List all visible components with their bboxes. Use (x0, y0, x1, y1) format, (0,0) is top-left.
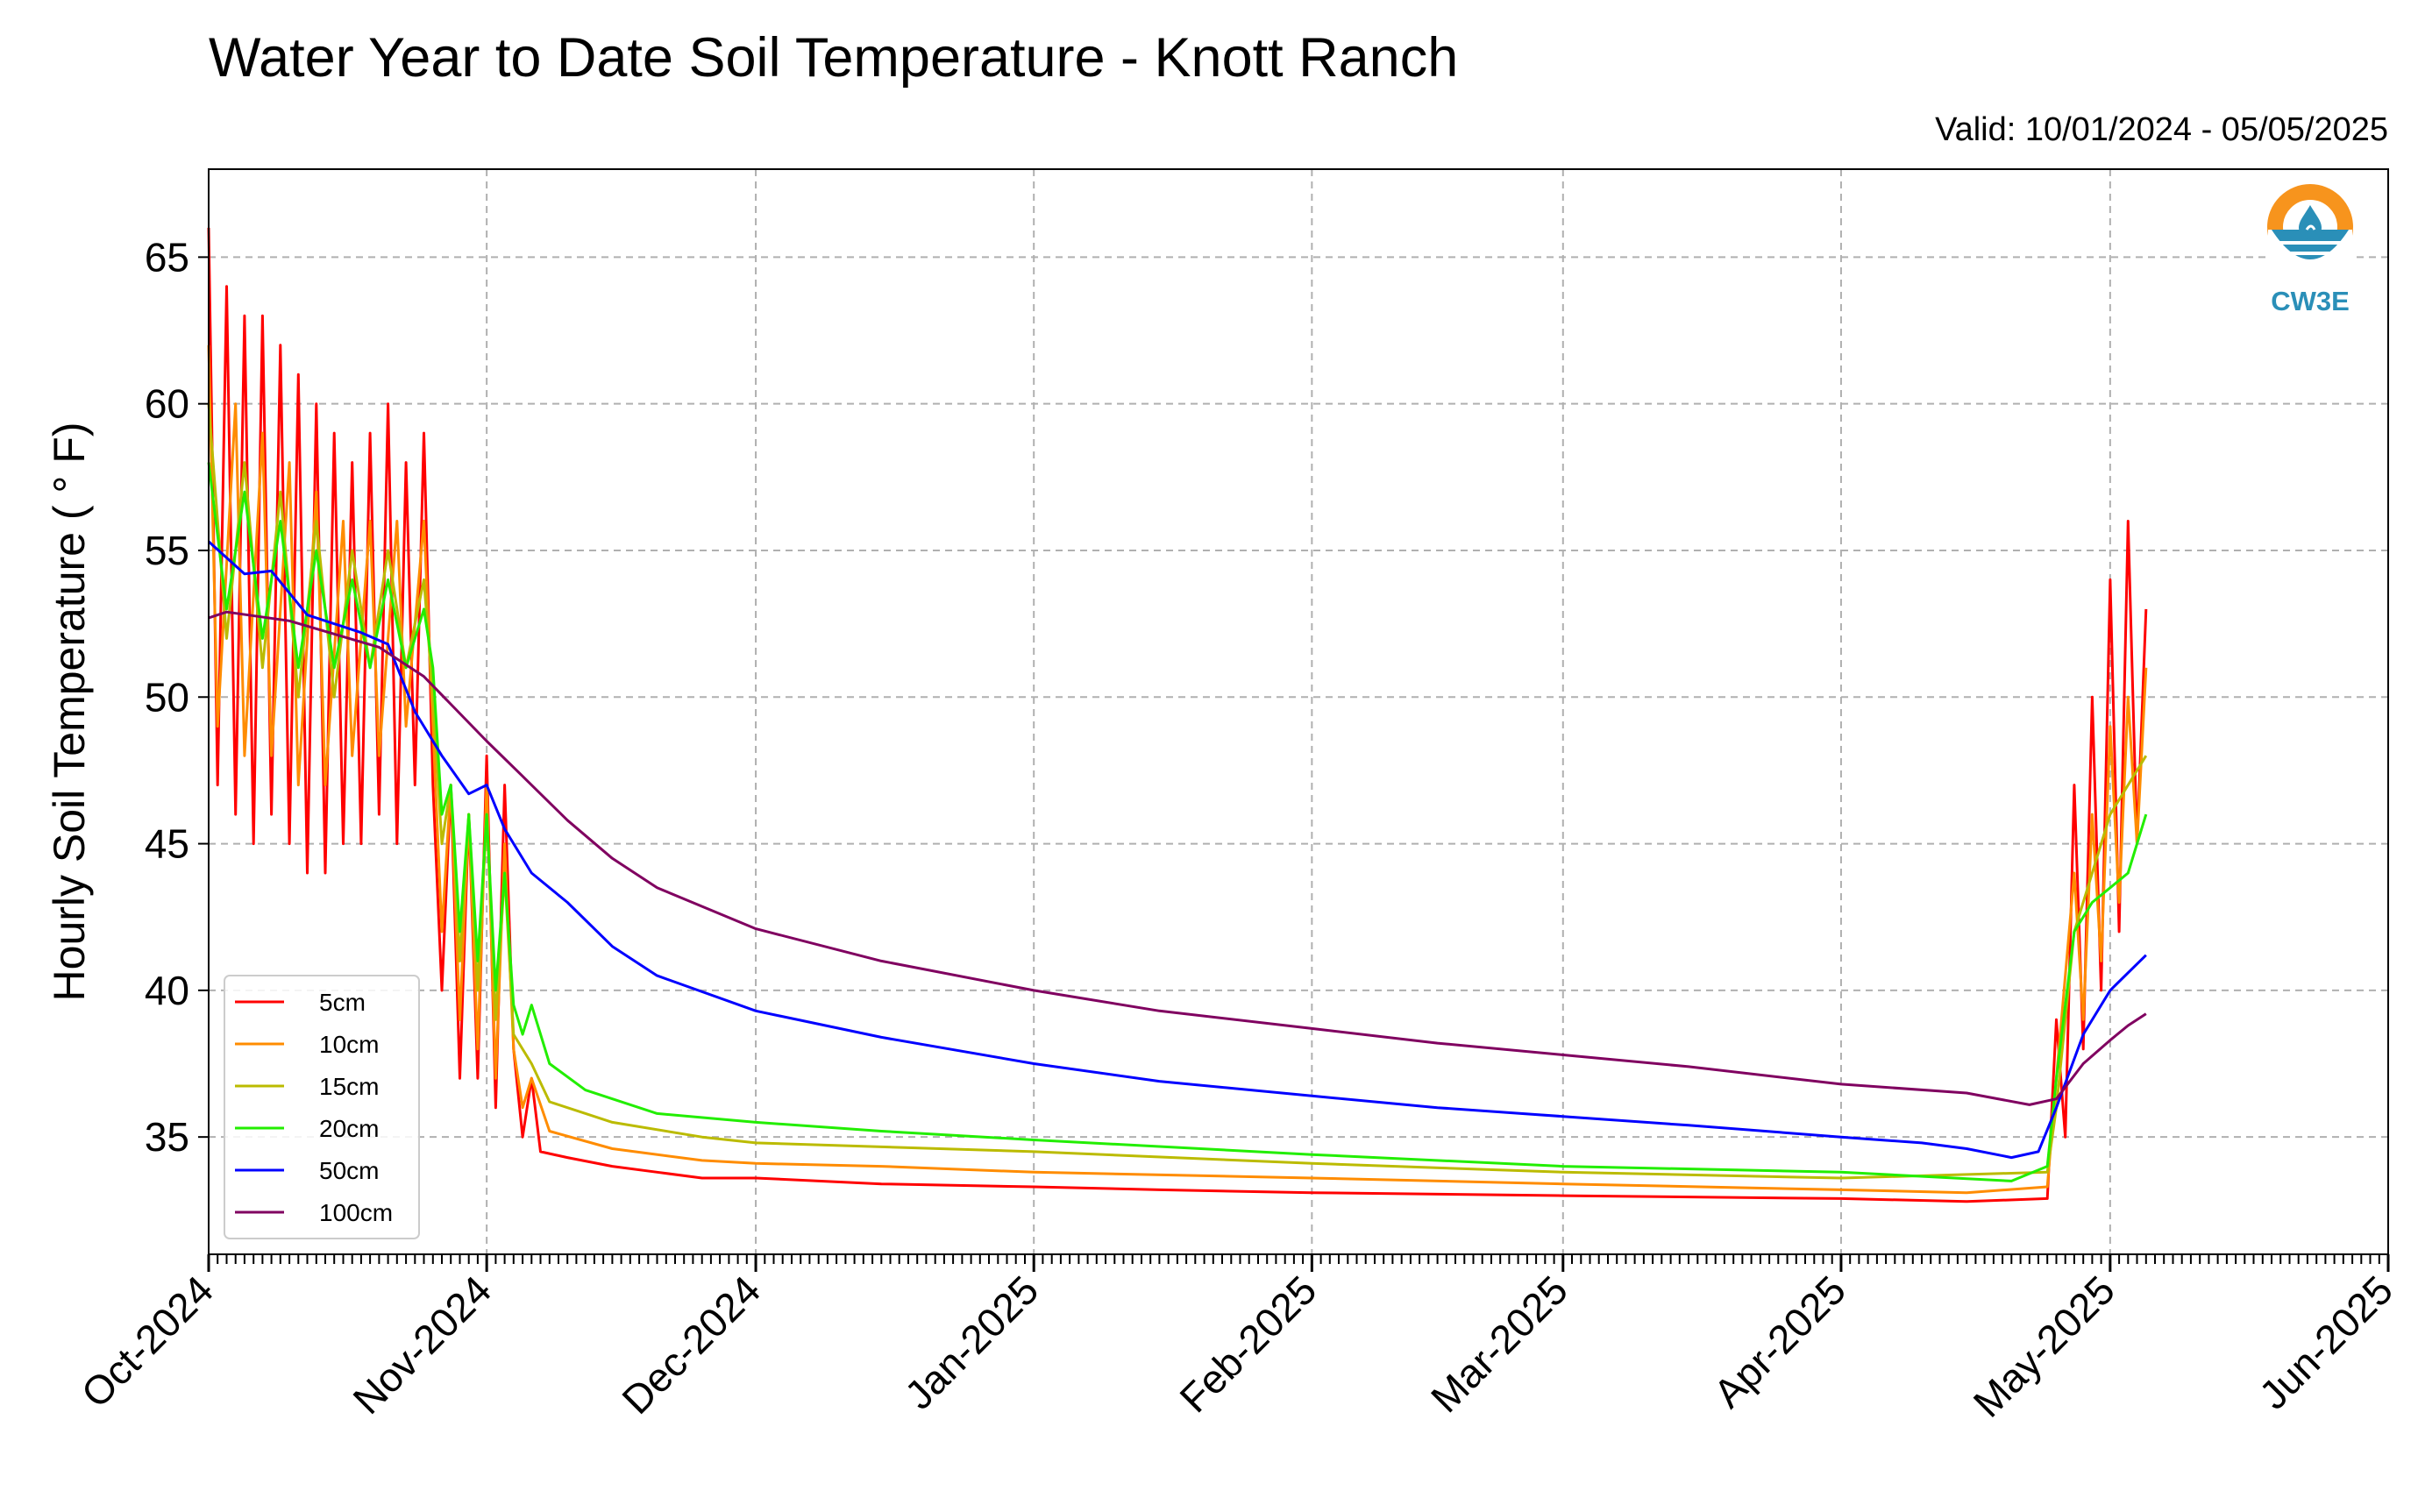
legend-label-10cm: 10cm (319, 1031, 379, 1058)
legend: 5cm 10cm 15cm 20cm 50cm 100cm (224, 975, 420, 1239)
plot-frame (208, 168, 2389, 1255)
y-axis-label: Hourly Soil Temperature ( ° F) (45, 422, 94, 1002)
legend-label-50cm: 50cm (319, 1157, 379, 1184)
logo-waves-lines (2276, 241, 2344, 265)
series-line-20cm (207, 462, 2148, 1182)
logo-text: CW3E (2271, 286, 2350, 316)
legend-label-15cm: 15cm (319, 1073, 379, 1100)
x-tick-label: Apr-2025 (1704, 1267, 1854, 1416)
x-tick-label: May-2025 (1965, 1267, 2123, 1425)
x-tick-label: Jan-2025 (896, 1267, 1047, 1417)
grid (209, 169, 2388, 1254)
x-tick-label: Oct-2024 (73, 1267, 223, 1416)
series-line-10cm (207, 344, 2148, 1195)
y-tick-label: 40 (145, 968, 189, 1013)
y-tick-label: 60 (145, 381, 189, 427)
y-tick-label: 50 (145, 674, 189, 720)
x-minor-ticks (208, 1254, 2389, 1264)
legend-box (224, 975, 420, 1239)
valid-date-range: Valid: 10/01/2024 - 05/05/2025 (1935, 111, 2388, 148)
chart-title: Water Year to Date Soil Temperature - Kn… (209, 27, 1458, 89)
legend-label-100cm: 100cm (319, 1199, 393, 1226)
legend-label-5cm: 5cm (319, 989, 366, 1016)
series-line-100cm (208, 610, 2147, 1106)
x-tick-label: Nov-2024 (344, 1267, 500, 1423)
cw3e-logo: CW3E (2267, 184, 2353, 316)
y-tick-label: 45 (145, 821, 189, 867)
x-tick-label: Feb-2025 (1170, 1267, 1325, 1421)
y-tick-label: 35 (145, 1114, 189, 1160)
series-line-15cm (207, 403, 2148, 1180)
droplet-swirl (2305, 224, 2316, 231)
droplet-icon (2299, 205, 2322, 239)
y-tick-label: 65 (145, 234, 189, 280)
series-line-5cm (207, 227, 2148, 1203)
series-line-50cm (207, 540, 2147, 1160)
legend-label-20cm: 20cm (319, 1115, 379, 1142)
x-tick-label: Dec-2024 (613, 1267, 769, 1423)
y-tick-label: 55 (145, 528, 189, 573)
x-tick-label: Jun-2025 (2251, 1267, 2401, 1417)
x-tick-label: Mar-2025 (1422, 1267, 1576, 1421)
series-lines (207, 227, 2148, 1203)
axes: 35 40 45 50 55 60 65 Oct-2024 Nov-2024 Dec-2024 Ja… (73, 234, 2402, 1425)
